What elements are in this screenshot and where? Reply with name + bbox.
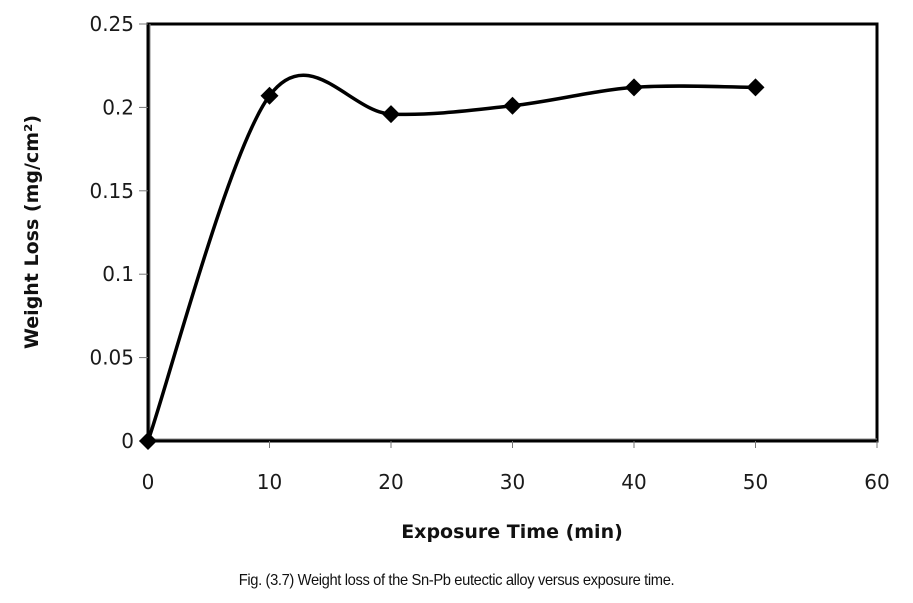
x-axis: 0 10 20 30 40 50 60	[142, 441, 890, 494]
y-tick-label: 0.05	[89, 346, 134, 370]
series-layer	[139, 73, 765, 450]
plot-area	[146, 22, 879, 443]
x-tick-label: 60	[864, 470, 889, 494]
y-tick-label: 0.25	[89, 12, 134, 36]
y-axis: 0 0.05 0.1 0.15 0.2 0.25	[89, 12, 148, 453]
plot-frame	[146, 22, 879, 443]
figure-caption: Fig. (3.7) Weight loss of the Sn-Pb eute…	[238, 572, 675, 589]
y-axis-title: Weight Loss (mg/cm²)	[21, 115, 43, 349]
y-tick-label: 0.2	[102, 95, 134, 119]
x-tick-label: 10	[257, 470, 282, 494]
data-point-marker	[625, 78, 643, 97]
data-point-marker	[746, 78, 765, 97]
x-tick-label: 30	[500, 470, 525, 494]
y-tick-label: 0	[121, 429, 134, 453]
weight-loss-chart: 0 0.05 0.1 0.15 0.2 0.25 0 10 20 30 40 50 60 Exposu…	[21, 12, 890, 543]
x-axis-title: Exposure Time (min)	[401, 521, 623, 543]
x-tick-label: 40	[621, 470, 646, 494]
x-tick-label: 50	[743, 470, 768, 494]
x-tick-label: 20	[378, 470, 403, 494]
x-tick-label: 0	[142, 470, 155, 494]
data-point-marker	[139, 432, 157, 450]
y-tick-label: 0.15	[89, 179, 134, 203]
y-tick-label: 0.1	[102, 262, 134, 286]
data-point-marker	[382, 105, 400, 124]
data-point-marker	[260, 86, 279, 105]
data-point-marker	[503, 96, 522, 115]
